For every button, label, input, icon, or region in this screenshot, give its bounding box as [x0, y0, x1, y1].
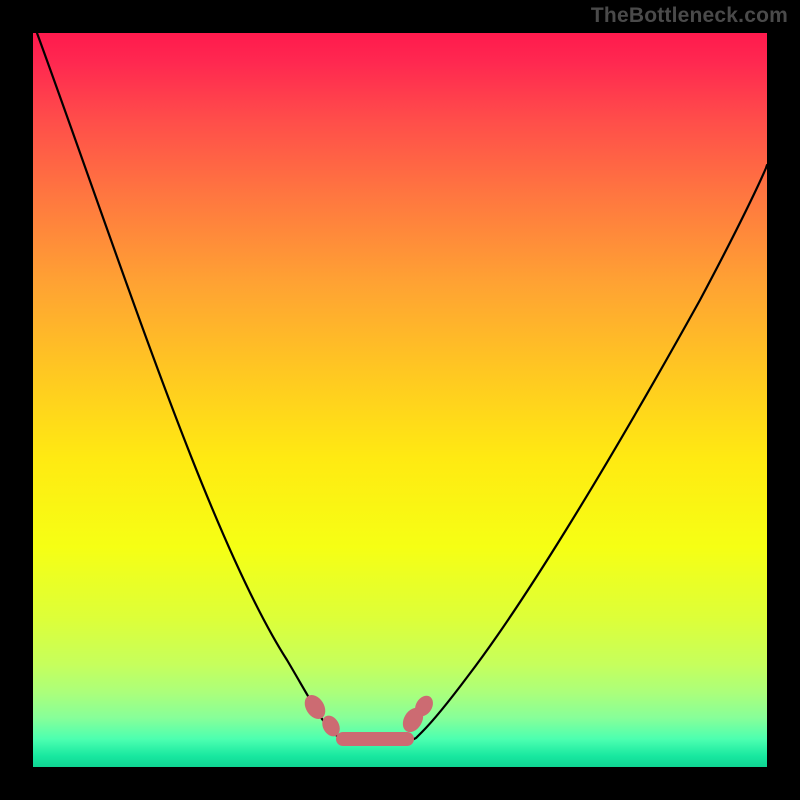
chart-svg — [0, 0, 800, 800]
chart-stage: TheBottleneck.com — [0, 0, 800, 800]
plot-area — [33, 33, 767, 767]
marker-bar — [336, 732, 414, 746]
